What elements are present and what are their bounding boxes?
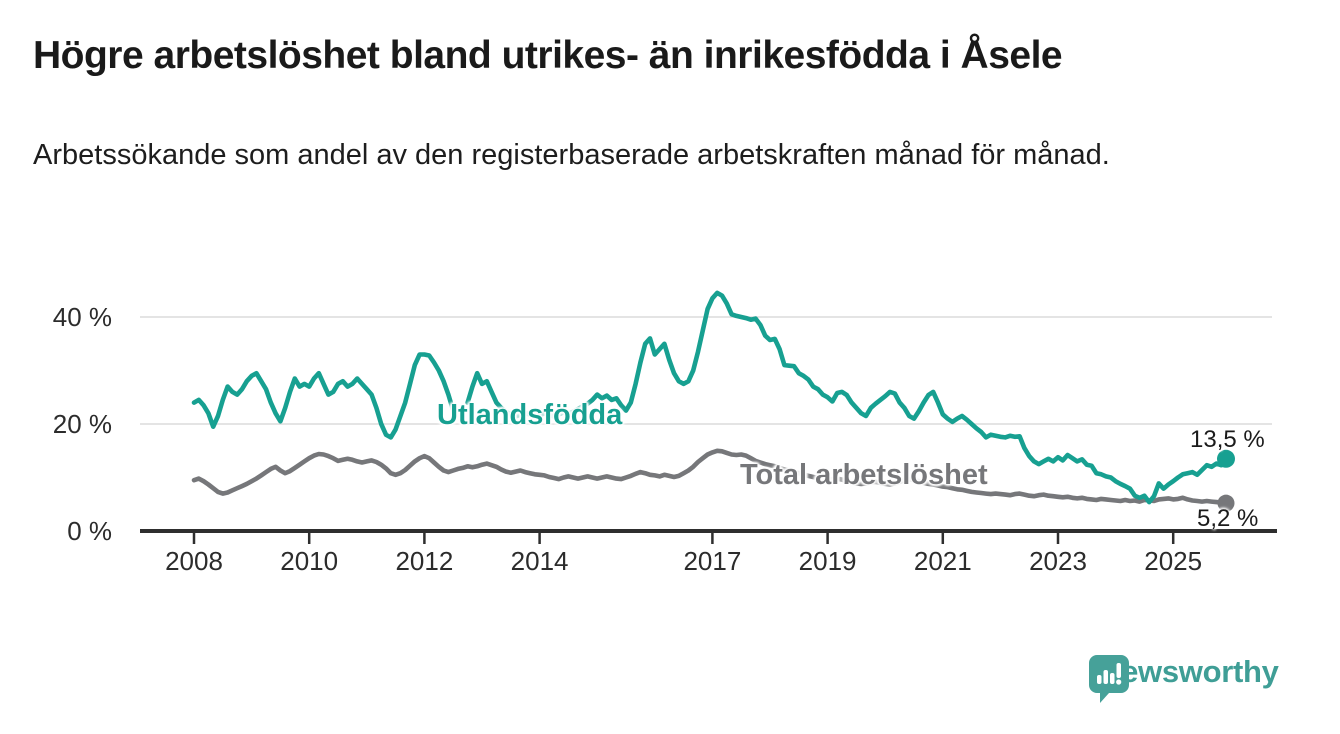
x-tick-label: 2012 <box>395 546 454 576</box>
x-tick-label: 2008 <box>165 546 223 576</box>
series-end-dot <box>1217 449 1235 468</box>
chart-subtitle: Arbetssökande som andel av den registerb… <box>33 139 1110 171</box>
end-value-label-total: 5,2 % <box>1197 505 1259 532</box>
x-tick-label: 2014 <box>510 546 569 576</box>
y-tick-label: 0 % <box>67 516 112 546</box>
series-line-utlandsf-dda <box>191 290 1229 505</box>
end-value-label-utlandsfodda: 13,5 % <box>1190 426 1265 453</box>
x-tick-label: 2019 <box>798 546 857 576</box>
series-label-total-arbetsloshet: Total arbetslöshet <box>740 459 988 491</box>
x-tick-label: 2021 <box>913 546 972 576</box>
x-tick-label: 2017 <box>683 546 742 576</box>
page-title: Högre arbetslöshet bland utrikes- än inr… <box>33 34 1063 77</box>
series-line-total-arbetsl-shet <box>191 448 1229 506</box>
series-label-utlandsfodda: Utlandsfödda <box>437 399 623 431</box>
y-tick-label: 20 % <box>52 409 112 439</box>
x-tick-label: 2025 <box>1144 546 1203 576</box>
newsworthy-logo: Newsworthy <box>1088 654 1279 703</box>
x-tick-label: 2023 <box>1029 546 1087 576</box>
x-tick-label: 2010 <box>280 546 339 576</box>
series-end-dot <box>1217 494 1235 512</box>
y-tick-label: 40 % <box>52 302 112 332</box>
